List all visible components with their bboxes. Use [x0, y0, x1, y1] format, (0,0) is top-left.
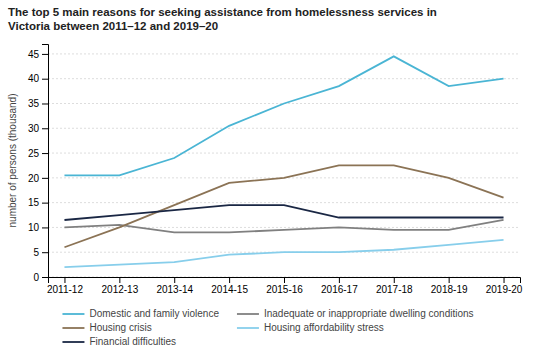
y-tick-label: 45: [28, 49, 40, 60]
legend-item: Housing affordability stress: [237, 322, 384, 333]
y-tick-label: 0: [33, 272, 39, 283]
y-tick: 10: [28, 222, 48, 233]
y-tick-label: 35: [28, 98, 40, 109]
x-tick: 2016-17: [321, 277, 358, 295]
legend-item: Financial difficulties: [62, 336, 176, 347]
series-line: [64, 220, 503, 232]
x-tick-label: 2016-17: [321, 284, 358, 295]
title-line: Victoria between 2011–12 and 2019–20: [8, 20, 218, 32]
y-tick-label: 40: [28, 73, 40, 84]
x-tick: 2015-16: [266, 277, 303, 295]
y-axis-title: number of persons (thousand): [7, 94, 18, 228]
x-tick-mark: [229, 277, 230, 283]
legend-label: Housing affordability stress: [264, 322, 384, 333]
y-tick-mark: [42, 277, 48, 278]
y-axis: 0 5 10 15 20 25 30 35 40 45: [28, 45, 49, 283]
legend-label: Domestic and family violence: [89, 308, 219, 319]
x-axis-line: [49, 278, 521, 284]
grid-line: [48, 78, 520, 79]
y-tick-label: 5: [33, 247, 39, 258]
y-tick: 40: [28, 73, 48, 84]
y-axis-line: [42, 45, 49, 278]
y-tick: 45: [28, 49, 48, 60]
x-tick-label: 2019-20: [486, 284, 523, 295]
series-line: [64, 56, 503, 175]
title: The top 5 main reasons for seeking assis…: [8, 6, 437, 32]
grid-line: [48, 53, 520, 54]
grid-line: [48, 202, 520, 203]
y-tick: 25: [28, 148, 48, 159]
y-tick-mark: [42, 227, 48, 228]
x-tick-label: 2013-14: [156, 284, 193, 295]
x-tick-label: 2018-19: [431, 284, 468, 295]
y-tick: 35: [28, 98, 48, 109]
legend-swatch: [62, 341, 84, 343]
y-tick-mark: [42, 153, 48, 154]
y-tick: 15: [28, 197, 48, 208]
series-line: [64, 240, 503, 267]
x-tick-label: 2011-12: [47, 284, 83, 295]
plot: 0510152025303540452011-122012-132013-142…: [28, 45, 523, 296]
grid-line: [48, 153, 520, 154]
x-tick: 2012-13: [101, 277, 138, 295]
y-tick-label: 15: [28, 197, 40, 208]
x-tick-mark: [394, 277, 395, 283]
y-tick-label: 20: [28, 173, 40, 184]
x-tick-label: 2012-13: [101, 284, 138, 295]
y-tick: 30: [28, 123, 48, 134]
legend-label: Financial difficulties: [89, 336, 176, 347]
y-tick-mark: [42, 128, 48, 129]
legend-swatch: [237, 313, 259, 315]
legend: Domestic and family violence Inadequate o…: [62, 308, 473, 347]
y-tick-label: 25: [28, 148, 40, 159]
lines: [64, 56, 503, 267]
x-tick: 2019-20: [486, 277, 523, 295]
y-tick-mark: [42, 54, 48, 55]
x-tick: 2018-19: [431, 277, 468, 295]
y-tick: 5: [33, 247, 48, 258]
x-tick-mark: [449, 277, 450, 283]
x-tick: 2013-14: [156, 277, 193, 295]
x-tick: 2017-18: [376, 277, 413, 295]
y-tick-mark: [42, 79, 48, 80]
x-tick: 2014-15: [211, 277, 248, 295]
grid-line: [48, 128, 520, 129]
legend-item: Domestic and family violence: [62, 308, 219, 319]
y-tick-label: 10: [28, 222, 40, 233]
legend-label: Inadequate or inappropriate dwelling con…: [264, 308, 474, 319]
y-tick: 0: [33, 272, 48, 283]
y-tick-mark: [42, 178, 48, 179]
x-tick: 2011-12: [47, 277, 83, 295]
x-tick-mark: [64, 277, 65, 283]
y-tick: 20: [28, 173, 48, 184]
series-line: [64, 165, 503, 247]
y-tick-label: 30: [28, 123, 40, 134]
chart: The top 5 main reasons for seeking assis…: [0, 0, 536, 357]
legend-item: Inadequate or inappropriate dwelling con…: [237, 308, 474, 319]
legend-swatch: [62, 327, 84, 329]
x-tick-mark: [284, 277, 285, 283]
x-axis: 2011-12 2012-13 2013-14 2014-15 2015-16 2016-…: [47, 277, 523, 295]
x-tick-mark: [174, 277, 175, 283]
legend-item: Housing crisis: [62, 322, 151, 333]
x-tick-mark: [119, 277, 120, 283]
legend-label: Housing crisis: [89, 322, 151, 333]
x-tick-label: 2014-15: [211, 284, 248, 295]
x-tick-label: 2017-18: [376, 284, 413, 295]
x-tick-mark: [339, 277, 340, 283]
series-line: [64, 205, 503, 220]
title-line: The top 5 main reasons for seeking assis…: [8, 6, 437, 18]
y-tick-mark: [42, 252, 48, 253]
x-tick-mark: [504, 277, 505, 283]
y-tick-mark: [42, 103, 48, 104]
y-tick-mark: [42, 203, 48, 204]
legend-swatch: [237, 327, 259, 329]
legend-swatch: [62, 313, 84, 315]
x-tick-label: 2015-16: [266, 284, 303, 295]
grid: [48, 54, 520, 277]
